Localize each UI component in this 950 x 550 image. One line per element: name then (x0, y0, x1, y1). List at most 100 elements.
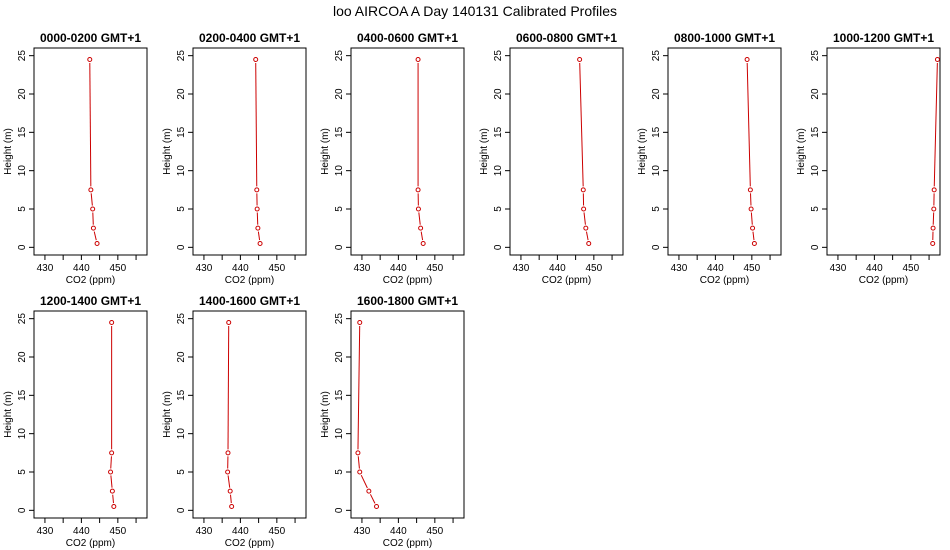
panel-title: 0600-0800 GMT+1 (516, 31, 617, 45)
x-tick-label: 430 (354, 526, 371, 537)
profile-segment (112, 494, 114, 504)
data-point (415, 206, 421, 212)
data-point (225, 450, 231, 456)
x-tick-label: 450 (268, 526, 285, 537)
y-tick-label: 5 (334, 206, 345, 212)
plot-frame (667, 47, 782, 256)
plot-frame (350, 310, 465, 519)
profile-segment (369, 494, 376, 504)
x-axis-label: CO2 (ppm) (383, 538, 432, 549)
panel-title: 1200-1400 GMT+1 (40, 294, 141, 308)
data-point (355, 450, 361, 456)
y-tick-label: 10 (176, 428, 187, 440)
data-point (930, 225, 936, 231)
panel-title: 0800-1000 GMT+1 (674, 31, 775, 45)
plot-frame (33, 47, 148, 256)
data-point (930, 241, 936, 246)
y-tick-label: 25 (176, 313, 187, 325)
y-tick-label: 15 (176, 126, 187, 138)
y-tick-label: 10 (334, 428, 345, 440)
y-axis-label: Height (m) (320, 128, 331, 175)
data-point (744, 57, 750, 62)
y-tick-label: 0 (810, 244, 821, 250)
y-tick-label: 25 (810, 50, 821, 62)
x-tick-label: 450 (902, 263, 919, 274)
x-tick-label: 430 (37, 526, 54, 537)
y-tick-label: 10 (17, 165, 28, 177)
y-tick-label: 5 (493, 206, 504, 212)
y-tick-label: 0 (493, 244, 504, 250)
data-point (255, 225, 261, 231)
y-axis-label: Height (m) (479, 128, 490, 175)
y-tick-label: 20 (334, 88, 345, 100)
y-axis-label: Height (m) (3, 128, 14, 175)
profile-segment (357, 456, 360, 469)
y-tick-label: 25 (17, 313, 28, 325)
y-tick-label: 10 (176, 165, 187, 177)
data-point (227, 488, 233, 494)
y-tick-label: 15 (176, 389, 187, 401)
data-point (747, 187, 753, 193)
y-tick-label: 5 (810, 206, 821, 212)
x-tick-label: 440 (866, 263, 883, 274)
y-tick-label: 20 (17, 88, 28, 100)
y-tick-label: 0 (17, 244, 28, 250)
x-tick-label: 450 (109, 263, 126, 274)
x-tick-label: 440 (390, 526, 407, 537)
y-tick-label: 5 (17, 469, 28, 475)
profile-segment (257, 231, 261, 241)
data-point (87, 57, 93, 62)
data-point (90, 225, 96, 231)
y-tick-label: 15 (17, 126, 28, 138)
y-axis-label: Height (m) (162, 391, 173, 438)
y-tick-label: 5 (17, 206, 28, 212)
data-point (109, 488, 115, 494)
y-tick-label: 15 (334, 126, 345, 138)
data-point (934, 57, 940, 62)
profile-segment (110, 456, 112, 469)
data-point (374, 504, 380, 509)
x-axis-label: CO2 (ppm) (66, 275, 115, 286)
panel-title: 1600-1800 GMT+1 (357, 294, 458, 308)
y-axis-label: Height (m) (637, 128, 648, 175)
panel-title: 1000-1200 GMT+1 (833, 31, 934, 45)
x-axis-label: CO2 (ppm) (225, 538, 274, 549)
y-tick-label: 15 (493, 126, 504, 138)
profile-segment (579, 62, 584, 187)
panel-title: 0000-0200 GMT+1 (40, 31, 141, 45)
y-tick-label: 5 (334, 469, 345, 475)
y-tick-label: 15 (334, 389, 345, 401)
data-point (88, 187, 94, 193)
x-axis-label: CO2 (ppm) (225, 275, 274, 286)
data-point (415, 187, 421, 193)
data-point (253, 57, 259, 62)
y-tick-label: 10 (651, 165, 662, 177)
x-axis-label: CO2 (ppm) (383, 275, 432, 286)
data-point (418, 225, 424, 231)
profile-segment (110, 475, 113, 488)
x-tick-label: 450 (743, 263, 760, 274)
y-tick-label: 15 (651, 126, 662, 138)
data-point (111, 504, 117, 509)
data-point (254, 187, 260, 193)
profile-segment (255, 62, 258, 187)
y-tick-label: 10 (493, 165, 504, 177)
profile-segment (418, 212, 421, 225)
data-point (931, 187, 937, 193)
profile-segment (933, 62, 938, 187)
x-tick-label: 450 (268, 263, 285, 274)
x-tick-label: 430 (671, 263, 688, 274)
plot-frame (509, 47, 624, 256)
x-tick-label: 430 (196, 526, 213, 537)
data-point (254, 206, 260, 212)
x-axis-label: CO2 (ppm) (859, 275, 908, 286)
data-point (931, 206, 937, 212)
y-tick-label: 25 (176, 50, 187, 62)
x-tick-label: 450 (109, 526, 126, 537)
x-tick-label: 430 (513, 263, 530, 274)
